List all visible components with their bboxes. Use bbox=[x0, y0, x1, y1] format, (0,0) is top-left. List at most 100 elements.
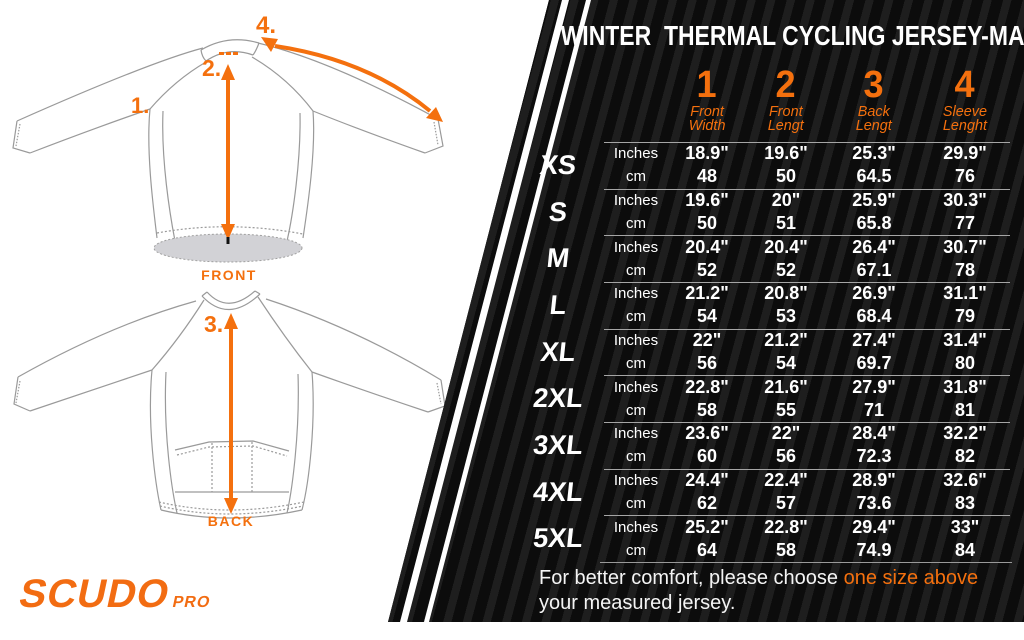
inch-value: 32.6" bbox=[943, 470, 987, 491]
value-cell: 22" 56 bbox=[672, 329, 742, 376]
unit-inches: Inches bbox=[613, 518, 659, 536]
value-cell: 21.2" 54 bbox=[672, 282, 742, 329]
cm-value: 68.4 bbox=[856, 306, 892, 327]
inch-value: 32.2" bbox=[943, 423, 987, 444]
cm-value: 64 bbox=[696, 539, 718, 560]
row-divider bbox=[604, 515, 1010, 517]
table-row-xs: XS Inches cm 18.9" 48 19.6" 50 25.3" 64.5 29… bbox=[516, 142, 1012, 189]
value-cell: 30.3" 77 bbox=[918, 189, 1012, 236]
inch-value: 30.3" bbox=[943, 190, 987, 210]
unit-inches: Inches bbox=[613, 192, 659, 209]
value-cell: 27.9" 71 bbox=[830, 375, 918, 422]
inch-value: 29.4" bbox=[852, 516, 896, 537]
marker-label-3: 3. bbox=[204, 311, 223, 337]
inch-value: 33" bbox=[950, 516, 980, 537]
inch-value: 20" bbox=[771, 190, 801, 210]
header-spacer bbox=[516, 58, 600, 142]
inch-value: 19.6" bbox=[764, 143, 808, 164]
marker-label-2: 2. bbox=[202, 55, 221, 81]
cm-value: 56 bbox=[696, 353, 718, 374]
inch-value: 22" bbox=[771, 423, 801, 444]
unit-cm: cm bbox=[626, 401, 646, 419]
value-cell: 21.6" 55 bbox=[742, 375, 830, 422]
size-label: S bbox=[547, 196, 569, 227]
value-cell: 22.4" 57 bbox=[742, 469, 830, 516]
cm-value: 58 bbox=[696, 399, 718, 420]
unit-inches: Inches bbox=[613, 472, 659, 490]
row-divider bbox=[604, 282, 1010, 284]
inch-value: 21.2" bbox=[764, 330, 808, 351]
column-number: 1 bbox=[696, 64, 718, 106]
cm-value: 81 bbox=[954, 399, 976, 420]
unit-cm: cm bbox=[626, 448, 646, 466]
collar-brand-tag bbox=[219, 52, 238, 55]
front-length-arrow bbox=[221, 64, 235, 244]
value-cell: 29.4" 74.9 bbox=[830, 515, 918, 562]
logo-brand-text: SCUDO bbox=[15, 572, 175, 616]
inch-value: 28.9" bbox=[852, 470, 896, 491]
row-divider bbox=[604, 422, 1010, 424]
note-text: your measured jersey. bbox=[539, 592, 736, 614]
front-caption: FRONT bbox=[201, 267, 257, 283]
inch-value: 29.9" bbox=[943, 143, 987, 164]
table-row-m: M Inches cm 20.4" 52 20.4" 52 26.4" 67.1 30.… bbox=[516, 235, 1012, 282]
column-label: Back Lengt bbox=[855, 104, 893, 134]
cm-value: 48 bbox=[696, 166, 718, 187]
cm-value: 80 bbox=[954, 353, 976, 374]
value-cell: 28.9" 73.6 bbox=[830, 469, 918, 516]
inch-value: 21.2" bbox=[685, 283, 729, 304]
column-label: Front Lengt bbox=[768, 104, 804, 133]
value-cell: 20.4" 52 bbox=[672, 235, 742, 282]
value-cell: 22.8" 58 bbox=[742, 515, 830, 562]
value-cell: 30.7" 78 bbox=[918, 235, 1012, 282]
note-divider bbox=[600, 562, 1012, 563]
cm-value: 69.7 bbox=[856, 353, 892, 374]
unit-cell: Inches cm bbox=[600, 375, 672, 422]
value-cell: 19.6" 50 bbox=[742, 142, 830, 189]
back-jersey-outline bbox=[13, 290, 446, 519]
value-cell: 28.4" 72.3 bbox=[830, 422, 918, 469]
cm-value: 83 bbox=[954, 493, 976, 514]
cm-value: 78 bbox=[954, 259, 976, 280]
scudo-pro-logo: SCUDO PRO bbox=[15, 572, 216, 616]
column-header-1: 1 Front Width bbox=[672, 58, 742, 142]
unit-cm: cm bbox=[626, 355, 646, 373]
column-label-line2: Width bbox=[688, 117, 726, 134]
cm-value: 74.9 bbox=[856, 539, 892, 560]
unit-cm: cm bbox=[626, 308, 646, 326]
column-header-3: 3 Back Lengt bbox=[830, 58, 918, 142]
value-cell: 31.1" 79 bbox=[918, 282, 1012, 329]
size-label: L bbox=[548, 289, 568, 320]
value-cell: 31.8" 81 bbox=[918, 375, 1012, 422]
column-header-2: 2 Front Lengt bbox=[742, 58, 830, 142]
unit-cm: cm bbox=[626, 541, 646, 559]
cm-value: 71 bbox=[863, 399, 885, 420]
value-cell: 20.4" 52 bbox=[742, 235, 830, 282]
value-cell: 18.9" 48 bbox=[672, 142, 742, 189]
inch-value: 31.4" bbox=[943, 330, 987, 351]
inch-value: 20.4" bbox=[764, 236, 808, 257]
size-label: XL bbox=[539, 336, 577, 367]
cm-value: 50 bbox=[696, 213, 718, 233]
inch-value: 23.6" bbox=[685, 423, 729, 444]
inch-value: 31.8" bbox=[943, 376, 987, 397]
size-label: 2XL bbox=[531, 383, 585, 414]
cm-value: 53 bbox=[775, 306, 797, 327]
column-label-line2: Lengt bbox=[855, 117, 893, 134]
value-cell: 27.4" 69.7 bbox=[830, 329, 918, 376]
size-table: XS Inches cm 18.9" 48 19.6" 50 25.3" 64.5 29… bbox=[516, 142, 1012, 562]
inch-value: 31.1" bbox=[943, 283, 987, 304]
unit-cell: Inches cm bbox=[600, 282, 672, 329]
unit-cm: cm bbox=[626, 215, 646, 232]
cm-value: 55 bbox=[775, 399, 797, 420]
table-header: 1 Front Width 2 Front Lengt 3 Back Lengt 4 … bbox=[516, 58, 1012, 142]
inch-value: 24.4" bbox=[685, 470, 729, 491]
cm-value: 73.6 bbox=[856, 493, 892, 514]
inch-value: 22.8" bbox=[764, 516, 808, 537]
cm-value: 82 bbox=[954, 446, 976, 467]
value-cell: 25.2" 64 bbox=[672, 515, 742, 562]
value-cell: 29.9" 76 bbox=[918, 142, 1012, 189]
table-row-2xl: 2XL Inches cm 22.8" 58 21.6" 55 27.9" 71 31.… bbox=[516, 375, 1012, 422]
back-length-arrow bbox=[224, 313, 238, 514]
size-label: XS bbox=[538, 149, 578, 180]
